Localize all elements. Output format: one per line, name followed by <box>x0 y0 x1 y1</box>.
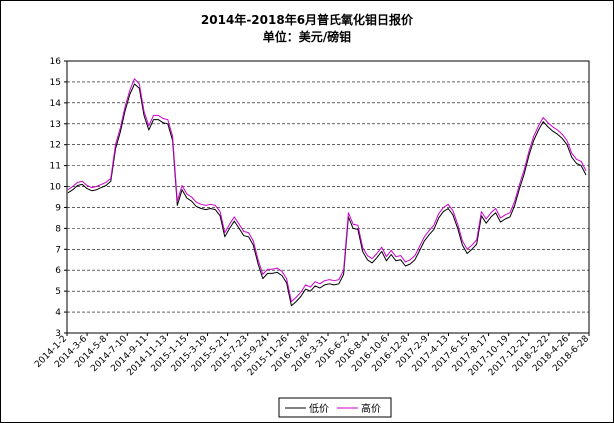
y-tick-label: 3 <box>55 329 61 339</box>
chart-subtitle: 单位：美元/磅钼 <box>263 29 351 44</box>
legend-box <box>278 397 392 418</box>
y-tick-label: 4 <box>55 308 61 318</box>
y-tick-label: 8 <box>55 224 61 234</box>
chart-title: 2014年-2018年6月普氏氧化钼日报价 <box>201 12 414 27</box>
y-tick-label: 12 <box>50 141 61 151</box>
x-axis: 2014-1-22014-3-62014-5-82014-7-102014-9-… <box>33 333 591 378</box>
gridlines <box>67 81 589 313</box>
y-axis: 3 4 5 6 7 8 9 10 11 12 13 14 15 16 <box>50 57 67 339</box>
series-line-high <box>67 78 587 303</box>
y-tick-label: 11 <box>50 162 61 172</box>
y-tick-label: 13 <box>50 120 61 130</box>
y-tick-label: 7 <box>55 245 61 255</box>
y-tick-label: 5 <box>55 287 61 297</box>
legend: 低价 高价 <box>278 397 392 418</box>
plot-area <box>66 60 590 334</box>
y-tick-label: 9 <box>55 203 61 213</box>
series-line-low <box>67 83 587 307</box>
legend-label-low: 低价 <box>309 402 329 415</box>
y-tick-label: 14 <box>50 99 62 109</box>
y-tick-label: 16 <box>50 57 62 67</box>
legend-label-high: 高价 <box>361 402 381 415</box>
y-tick-label: 15 <box>50 78 61 88</box>
series-group <box>67 78 587 307</box>
y-tick-label: 6 <box>55 266 61 276</box>
y-tick-label: 10 <box>50 183 62 193</box>
